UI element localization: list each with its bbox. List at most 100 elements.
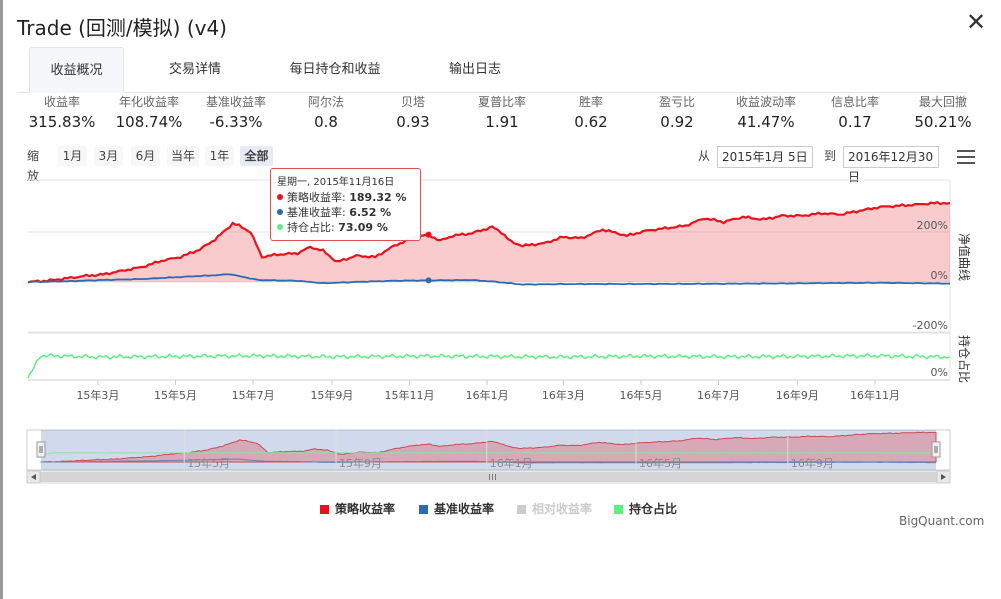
- x-tick-label: 16年5月: [619, 388, 662, 402]
- zoom-all-button[interactable]: 全部: [240, 146, 273, 166]
- y-axis-title: 持仓占比: [957, 335, 972, 383]
- metric-max-drawdown: 最大回撤 50.21%: [898, 93, 988, 133]
- metric-sharpe: 夏普比率 1.91: [457, 93, 547, 133]
- metric-value: 0.92: [660, 113, 694, 131]
- x-tick-label: 16年9月: [776, 388, 819, 402]
- blue-square-icon: [419, 505, 428, 514]
- tooltip-row-position: 持仓占比: 73.09 %: [277, 220, 414, 235]
- metric-label: 最大回撤: [918, 95, 967, 109]
- metric-label: 年化收益率: [118, 95, 179, 109]
- y-tick-label: -200%: [913, 319, 948, 332]
- scrollbar-grip-icon: [489, 474, 490, 480]
- zoom-3m-button[interactable]: 3月: [94, 146, 123, 166]
- tab-returns-overview[interactable]: 收益概况: [29, 47, 124, 93]
- tooltip-row-strategy: 策略收益率: 189.32 %: [277, 190, 414, 205]
- chart-tooltip: 星期一, 2015年11月16日 策略收益率: 189.32 % 基准收益率: …: [270, 168, 421, 241]
- metrics-row: 收益率 315.83% 年化收益率 108.74% 基准收益率 -6.33% 阿尔法 0…: [17, 93, 975, 135]
- range-to-input[interactable]: 2016年12月30日: [843, 146, 939, 184]
- hamburger-menu-icon[interactable]: [957, 150, 975, 164]
- navigator-strategy-line: [40, 431, 937, 463]
- tooltip-row-benchmark: 基准收益率: 6.52 %: [277, 205, 414, 220]
- scroll-right-icon: [941, 474, 946, 480]
- gray-square-icon: [517, 505, 526, 514]
- credit-link[interactable]: BigQuant.com: [899, 514, 985, 528]
- y-axis-title: 净值曲线: [957, 233, 972, 281]
- navigator-right-handle[interactable]: [931, 441, 941, 458]
- legend-benchmark[interactable]: 基准收益率: [419, 500, 494, 518]
- navigator-benchmark-line: [41, 458, 936, 464]
- metric-win-rate: 胜率 0.62: [546, 93, 636, 133]
- x-tick-label: 15年11月: [385, 388, 435, 402]
- metric-value: 50.21%: [914, 113, 972, 131]
- scrollbar-grip-icon: [495, 474, 496, 480]
- metric-alpha: 阿尔法 0.8: [281, 93, 371, 133]
- green-square-icon: [614, 505, 623, 514]
- navigator-tick-label: 16年1月: [490, 456, 533, 470]
- tooltip-date: 星期一, 2015年11月16日: [277, 177, 395, 188]
- metric-label: 夏普比率: [477, 95, 526, 109]
- tab-bar: 收益概况 交易详情 每日持仓和收益 输出日志: [17, 47, 967, 93]
- navigator-tick-label: 16年5月: [639, 456, 682, 470]
- strategy-line: [27, 200, 951, 284]
- tab-trade-details[interactable]: 交易详情: [168, 62, 221, 77]
- metric-return: 收益率 315.83%: [17, 93, 107, 133]
- metric-volatility: 收益波动率 41.47%: [721, 93, 811, 133]
- range-from-label: 从: [698, 149, 711, 163]
- navigator-tick-label: 15年9月: [339, 456, 382, 470]
- range-to-label: 到: [824, 149, 837, 163]
- window-edge: [0, 0, 3, 599]
- close-icon[interactable]: ✕: [965, 8, 987, 36]
- scrollbar-grip-icon: [492, 474, 493, 480]
- metric-benchmark-return: 基准收益率 -6.33%: [191, 93, 281, 133]
- dialog-title: Trade (回测/模拟) (v4): [17, 16, 227, 40]
- zoom-6m-button[interactable]: 6月: [131, 146, 160, 166]
- metric-label: 贝塔: [400, 95, 425, 109]
- tab-output-log[interactable]: 输出日志: [448, 62, 501, 77]
- strategy-area: [28, 202, 950, 283]
- metric-label: 收益率: [43, 95, 80, 109]
- scroll-left-icon: [31, 474, 36, 480]
- navigator-left-handle[interactable]: [36, 441, 46, 458]
- navigator-tick-label: 16年9月: [791, 456, 834, 470]
- x-tick-label: 16年11月: [850, 388, 900, 402]
- metric-pl-ratio: 盈亏比 0.92: [632, 93, 722, 133]
- y-tick-label: 0%: [931, 366, 948, 379]
- metric-value: 0.8: [314, 113, 338, 131]
- x-tick-label: 15年5月: [154, 388, 197, 402]
- x-tick-label: 16年7月: [697, 388, 740, 402]
- y-tick-label: 200%: [917, 219, 948, 232]
- metric-value: 108.74%: [115, 113, 183, 131]
- zoom-1y-button[interactable]: 1年: [205, 146, 234, 166]
- x-tick-label: 15年7月: [232, 388, 275, 402]
- navigator-tick-label: 15年5月: [187, 456, 230, 470]
- zoom-1m-button[interactable]: 1月: [58, 146, 87, 166]
- green-dot-icon: [277, 224, 283, 230]
- red-dot-icon: [277, 194, 283, 200]
- strategy-hover-marker: [425, 231, 432, 238]
- metric-info-ratio: 信息比率 0.17: [810, 93, 900, 133]
- scrollbar-thumb[interactable]: [40, 472, 937, 482]
- red-square-icon: [320, 505, 329, 514]
- x-tick-label: 16年3月: [542, 388, 585, 402]
- metric-value: -6.33%: [209, 113, 263, 131]
- position-line: [27, 352, 951, 379]
- x-tick-label: 16年1月: [466, 388, 509, 402]
- y-tick-label: 0%: [931, 269, 948, 282]
- zoom-ytd-button[interactable]: 当年: [167, 146, 199, 166]
- tab-daily-positions[interactable]: 每日持仓和收益: [289, 62, 381, 77]
- metric-label: 信息比率: [830, 95, 879, 109]
- metric-beta: 贝塔 0.93: [368, 93, 458, 133]
- metric-label: 基准收益率: [205, 95, 266, 109]
- metric-label: 收益波动率: [735, 95, 796, 109]
- legend-position[interactable]: 持仓占比: [614, 500, 677, 518]
- benchmark-hover-marker: [425, 277, 432, 284]
- range-from-input[interactable]: 2015年1月 5日: [717, 146, 813, 168]
- legend-strategy[interactable]: 策略收益率: [320, 500, 395, 518]
- legend-relative[interactable]: 相对收益率: [517, 500, 592, 518]
- metric-value: 0.93: [396, 113, 430, 131]
- benchmark-line: [27, 273, 950, 286]
- metric-label: 胜率: [578, 95, 603, 109]
- x-tick-label: 15年9月: [310, 388, 353, 402]
- x-tick-label: 15年3月: [76, 388, 119, 402]
